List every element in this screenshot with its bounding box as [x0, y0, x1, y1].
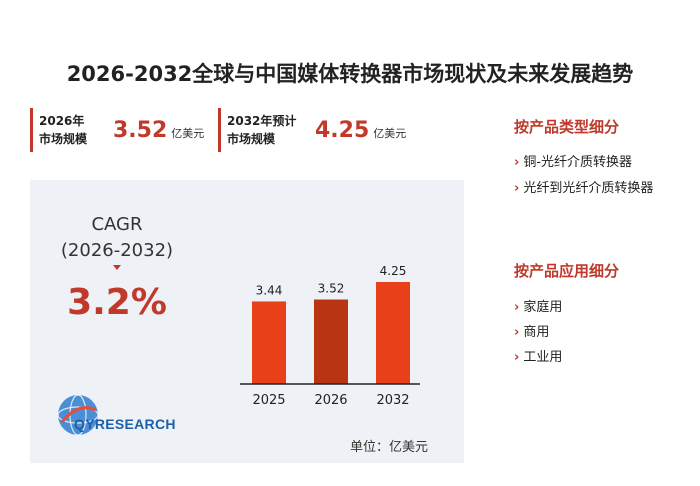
stat-label: 2032年预计 市场规模 [227, 114, 297, 146]
chevron-right-icon: › [514, 181, 520, 196]
list-item: › 铜-光纤介质转换器 [514, 155, 633, 170]
bar-chart: 3.44 2025 3.52 2026 4.25 2032 [240, 264, 420, 408]
chevron-right-icon: › [514, 325, 520, 340]
chevron-right-icon: › [514, 300, 520, 315]
list-item: › 商用 [514, 325, 550, 340]
stat-2032-market-size: 2032年预计 市场规模 4.25 亿美元 [218, 108, 421, 152]
bar-2032 [376, 282, 410, 384]
data-label: 3.52 [318, 282, 345, 296]
data-label: 3.44 [256, 283, 283, 297]
cagr-value: 3.2% [67, 282, 167, 323]
list-item: › 家庭用 [514, 300, 563, 315]
unit-note: 单位：亿美元 [350, 440, 429, 455]
list-item: › 工业用 [514, 350, 563, 365]
x-tick-label: 2032 [376, 393, 409, 408]
data-label: 4.25 [380, 264, 407, 278]
x-tick-label: 2025 [252, 393, 285, 408]
bar-2025 [252, 301, 286, 384]
logo-text: QYRESEARCH [74, 416, 176, 432]
stat-label: 2026年 市场规模 [39, 114, 88, 146]
stat-2026-market-size: 2026年 市场规模 3.52 亿美元 [30, 108, 213, 152]
chevron-right-icon: › [514, 155, 520, 170]
product-type-heading: 按产品类型细分 [514, 118, 620, 136]
x-tick-label: 2026 [314, 393, 347, 408]
bar-2026 [314, 299, 348, 384]
globe-logo-icon [57, 394, 99, 436]
chevron-right-icon: › [514, 350, 520, 365]
page-title: 2026-2032全球与中国媒体转换器市场现状及未来发展趋势 [66, 62, 634, 86]
cagr-label: CAGR (2026-2032) [60, 214, 174, 261]
list-item: › 光纤到光纤介质转换器 [514, 181, 654, 196]
stat-value: 3.52 亿美元 [113, 118, 205, 143]
stat-value: 4.25 亿美元 [315, 118, 407, 143]
product-application-heading: 按产品应用细分 [514, 262, 620, 280]
triangle-down-icon [113, 265, 121, 270]
